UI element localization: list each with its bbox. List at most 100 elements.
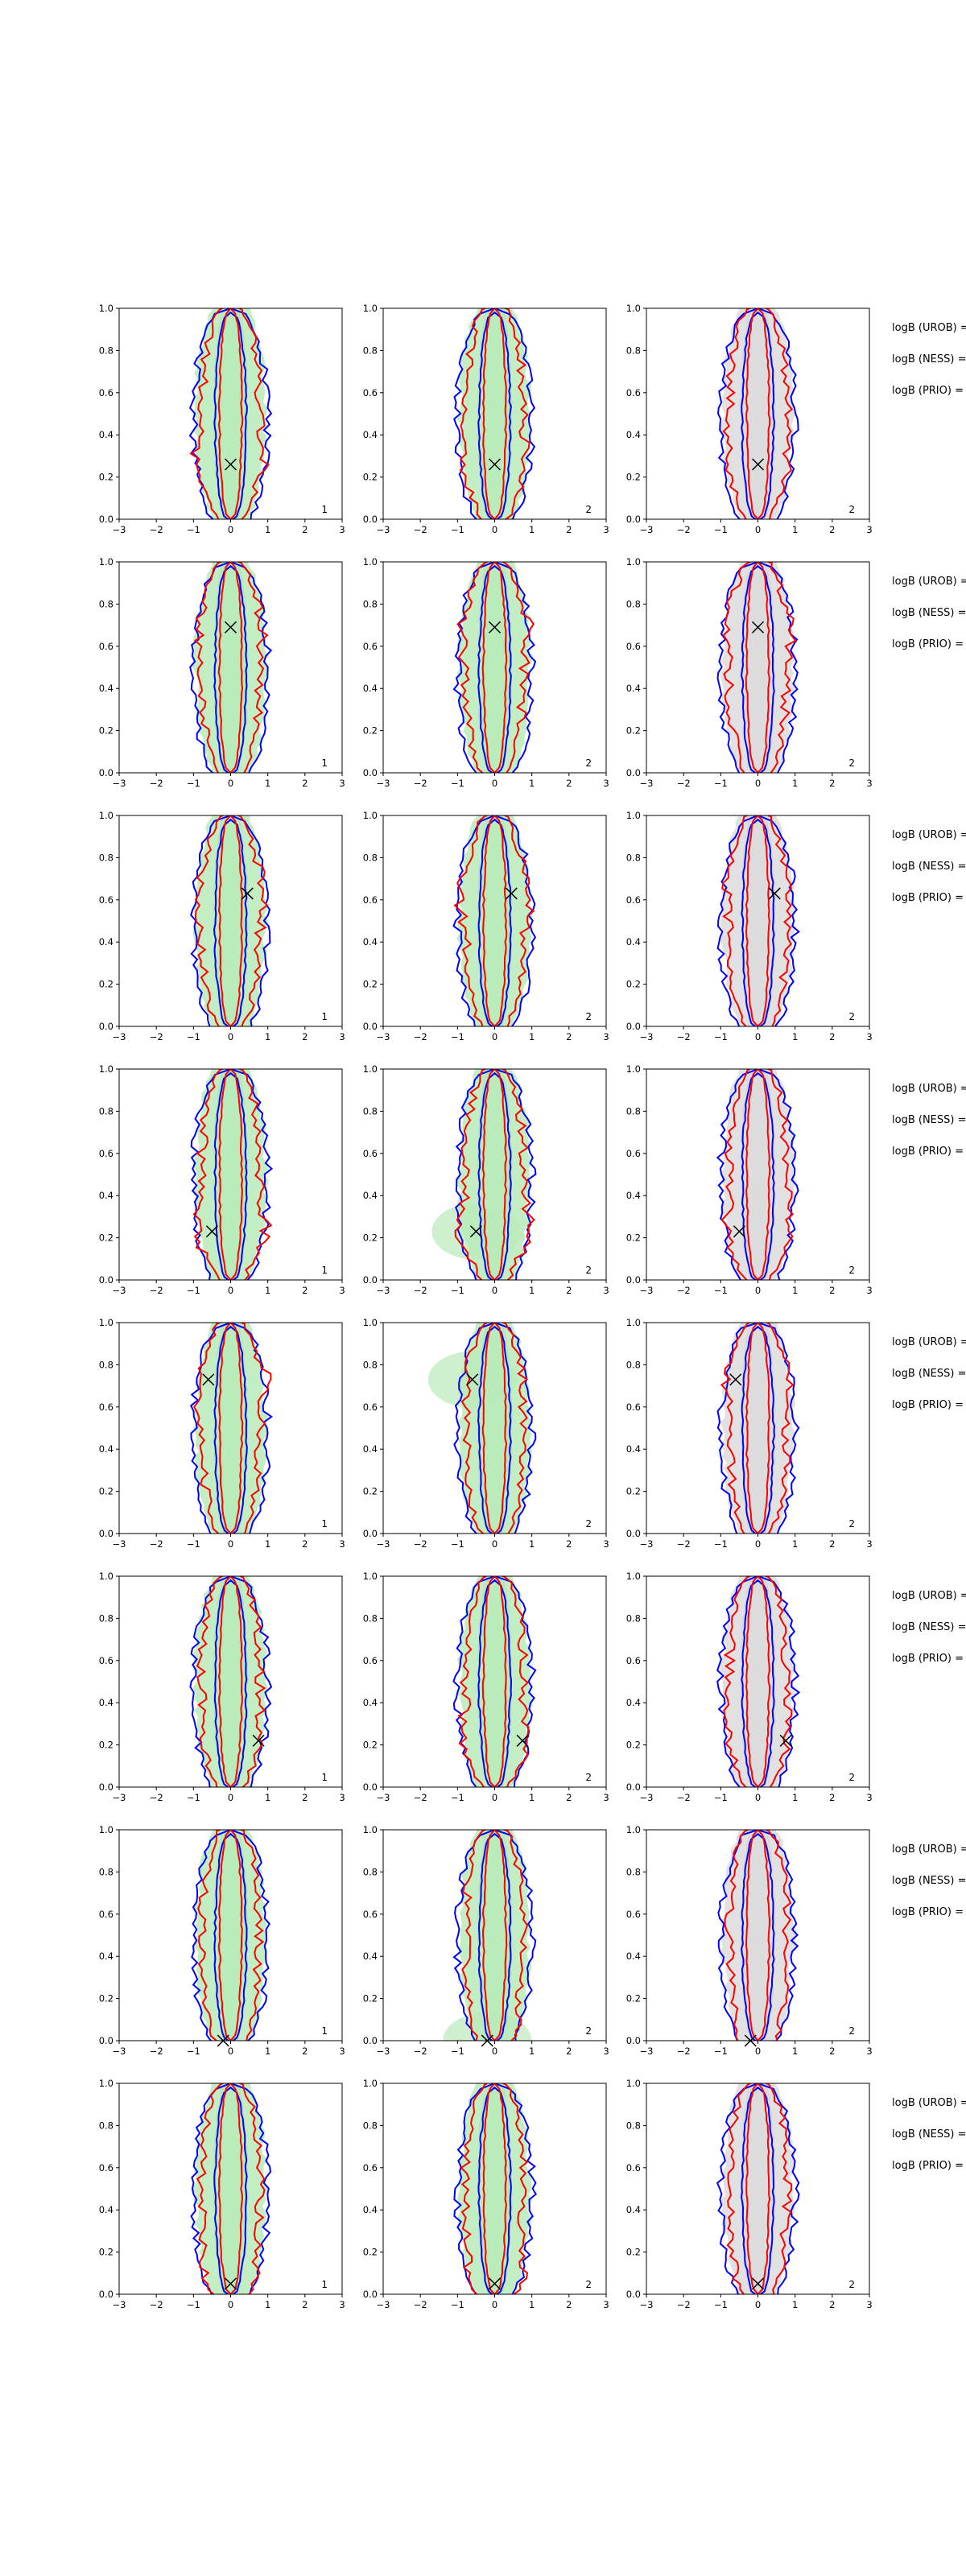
blue-contour-inner bbox=[740, 564, 775, 773]
y-tick-label: 0.6 bbox=[626, 1909, 641, 1920]
y-tick-label: 0.2 bbox=[99, 1993, 114, 2004]
y-tick-label: 0.6 bbox=[363, 894, 378, 906]
red-contour-inner bbox=[745, 1069, 771, 1280]
red-contour-inner bbox=[481, 1576, 507, 1787]
y-tick-label: 0.8 bbox=[363, 1612, 378, 1624]
x-tick-label: 3 bbox=[603, 524, 609, 535]
y-tick-label: 0.4 bbox=[363, 936, 378, 947]
blue-contour-inner bbox=[477, 1071, 512, 1280]
logb-label: logB (PRIO) = bbox=[892, 1146, 964, 1158]
x-tick-label: 0 bbox=[492, 1031, 497, 1042]
blue-contour-outer bbox=[190, 815, 271, 1026]
x-tick-label: 1 bbox=[792, 2046, 798, 2057]
panel-r4-c3: −3 −2 −1 0 1 2 30.00.20.40.60.81.02 bbox=[626, 1063, 873, 1296]
x-tick-label: −2 bbox=[414, 2046, 427, 2057]
contour-layer bbox=[717, 1830, 799, 2041]
blue-contour-outer bbox=[717, 1830, 799, 2041]
blue-contour-outer bbox=[716, 1576, 801, 1787]
red-contour-inner bbox=[481, 308, 508, 519]
logb-label: logB (NESS) = bbox=[892, 2128, 966, 2140]
y-tick-label: 0.0 bbox=[626, 2289, 641, 2300]
y-tick-label: 0.2 bbox=[363, 1740, 378, 1751]
y-tick-label: 0.8 bbox=[626, 1359, 641, 1370]
red-contour-inner bbox=[217, 2083, 244, 2294]
red-contour-outer bbox=[721, 815, 792, 1026]
y-tick-label: 0.8 bbox=[99, 1866, 114, 1877]
x-tick-label: 3 bbox=[866, 2046, 872, 2057]
panel-corner-label: 2 bbox=[848, 2279, 855, 2290]
blue-contour-inner bbox=[740, 2086, 775, 2294]
y-tick-label: 1.0 bbox=[626, 556, 641, 568]
x-tick-label: 3 bbox=[339, 1031, 345, 1042]
blue-contour-outer bbox=[716, 815, 800, 1026]
contour-layer bbox=[188, 308, 273, 519]
red-contour-inner bbox=[218, 1069, 244, 1280]
panel-corner-label: 1 bbox=[321, 2025, 328, 2037]
y-tick-label: 0.4 bbox=[99, 1951, 114, 1962]
y-tick-label: 0.4 bbox=[626, 1951, 641, 1962]
x-tick-label: −1 bbox=[451, 1031, 464, 1042]
red-contour-outer bbox=[192, 1069, 273, 1280]
red-contour-outer bbox=[722, 562, 797, 773]
contour-layer bbox=[453, 2083, 537, 2294]
x-tick-label: 3 bbox=[603, 1538, 609, 1550]
y-tick-label: 0.2 bbox=[363, 1486, 378, 1497]
x-tick-label: 1 bbox=[265, 1285, 270, 1296]
y-tick-label: 0.0 bbox=[363, 2035, 378, 2046]
x-tick-label: −2 bbox=[677, 2046, 691, 2057]
blue-contour-inner bbox=[213, 818, 248, 1026]
y-tick-label: 1.0 bbox=[626, 810, 641, 821]
x-tick-label: 1 bbox=[529, 1031, 535, 1042]
contour-layer bbox=[716, 2083, 800, 2294]
x-tick-label: 1 bbox=[529, 778, 535, 789]
y-tick-label: 0.0 bbox=[626, 1528, 641, 1539]
y-tick-label: 0.2 bbox=[626, 1486, 641, 1497]
y-tick-label: 0.6 bbox=[626, 2162, 641, 2174]
y-tick-label: 0.2 bbox=[99, 2247, 114, 2258]
y-tick-label: 0.4 bbox=[363, 1697, 378, 1708]
contour-layer bbox=[452, 1576, 537, 1787]
x-tick-label: 2 bbox=[302, 1538, 308, 1550]
red-contour-outer bbox=[459, 308, 530, 519]
logb-label: logB (PRIO) = bbox=[892, 638, 964, 650]
panel-corner-label: 2 bbox=[848, 1518, 855, 1530]
y-tick-label: 1.0 bbox=[99, 556, 114, 568]
x-tick-label: 2 bbox=[566, 524, 572, 535]
x-tick-label: 2 bbox=[566, 778, 572, 789]
logb-label: logB (UROB) = bbox=[892, 1843, 966, 1856]
x-tick-label: −1 bbox=[187, 1031, 200, 1042]
y-tick-label: 0.8 bbox=[99, 2120, 114, 2131]
red-contour-outer bbox=[454, 1069, 535, 1280]
x-tick-label: 0 bbox=[492, 1792, 497, 1803]
panel-r7-c2: −3 −2 −1 0 1 2 30.00.20.40.60.81.02 bbox=[363, 1824, 609, 2057]
x-tick-label: −1 bbox=[451, 1285, 464, 1296]
red-contour-inner bbox=[217, 1830, 244, 2041]
panel-corner-label: 1 bbox=[321, 1011, 328, 1022]
panel-corner-label: 1 bbox=[321, 504, 328, 515]
panel-corner-label: 2 bbox=[848, 1265, 855, 1276]
x-tick-label: −2 bbox=[150, 2046, 163, 2057]
y-tick-label: 0.8 bbox=[99, 852, 114, 863]
red-contour-outer bbox=[189, 308, 270, 519]
x-tick-label: −3 bbox=[113, 2299, 126, 2310]
blue-contour-inner bbox=[477, 564, 512, 773]
logb-label: logB (NESS) = bbox=[892, 1875, 966, 1887]
panel-r4-c2: −3 −2 −1 0 1 2 30.00.20.40.60.81.02 bbox=[363, 1063, 609, 1296]
x-tick-label: −2 bbox=[150, 1031, 163, 1042]
y-tick-label: 0.4 bbox=[626, 429, 641, 440]
red-contour-outer bbox=[194, 815, 269, 1026]
x-tick-label: 0 bbox=[228, 1031, 233, 1042]
true-value-marker bbox=[469, 1225, 482, 1238]
logb-label: logB (UROB) = bbox=[892, 1336, 966, 1348]
red-contour-inner bbox=[745, 2083, 771, 2294]
panel-corner-label: 2 bbox=[585, 758, 592, 769]
row-4-logb-labels: logB (UROB) = logB (NESS) = logB (PRIO) = bbox=[892, 1083, 966, 1158]
x-tick-label: 0 bbox=[492, 524, 497, 535]
y-tick-label: 0.2 bbox=[99, 1740, 114, 1751]
x-tick-label: 2 bbox=[302, 2299, 308, 2310]
contour-layer bbox=[716, 1069, 799, 1280]
panel-r6-c2: −3 −2 −1 0 1 2 30.00.20.40.60.81.02 bbox=[363, 1571, 609, 1803]
x-tick-label: 3 bbox=[339, 2299, 345, 2310]
blue-contour-outer bbox=[189, 1323, 273, 1534]
y-tick-label: 0.6 bbox=[626, 894, 641, 906]
